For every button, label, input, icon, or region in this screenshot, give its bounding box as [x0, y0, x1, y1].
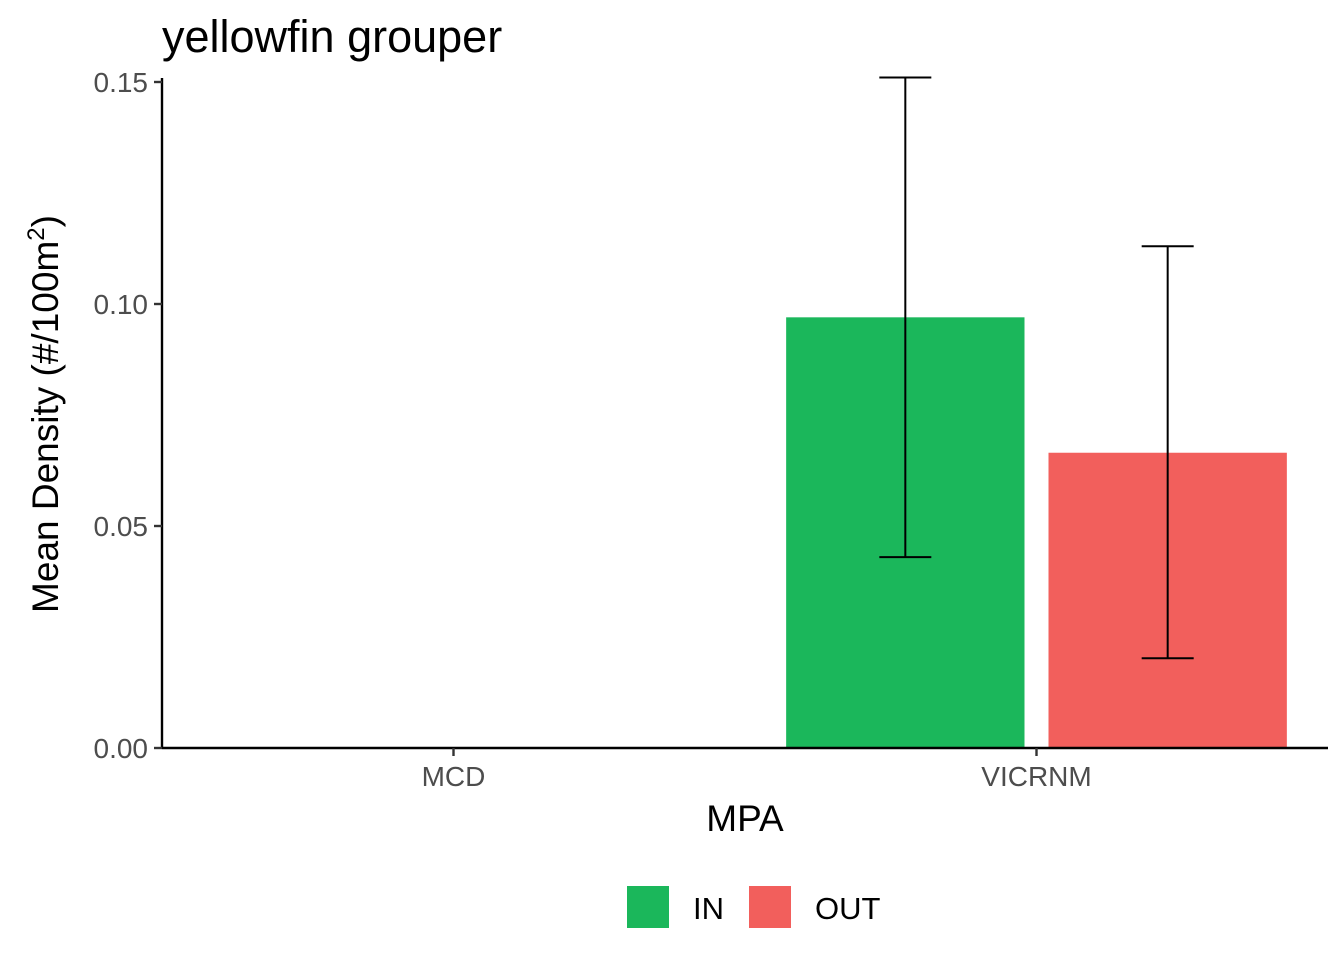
legend: IN OUT: [627, 886, 881, 928]
y-tick-label: 0.10: [94, 289, 149, 320]
legend-label-in: IN: [693, 891, 724, 926]
y-tick-label: 0.00: [94, 733, 149, 764]
chart-title: yellowfin grouper: [162, 11, 502, 62]
y-tick-label: 0.05: [94, 511, 149, 542]
x-tick-label: MCD: [422, 761, 486, 792]
y-axis-title-superscript: 2: [23, 227, 50, 240]
x-tick-label: VICRNM: [981, 761, 1091, 792]
y-tick-label: 0.15: [94, 67, 149, 98]
legend-swatch-out: [749, 886, 791, 928]
y-axis-title-main: Mean Density (#/100m: [25, 241, 66, 613]
legend-label-out: OUT: [815, 891, 881, 926]
legend-swatch-in: [627, 886, 669, 928]
errorbar-out-vicrnm: [1141, 245, 1194, 660]
x-axis-ticks: MCD VICRNM: [422, 748, 1092, 792]
errorbars-layer: [879, 76, 1194, 660]
bars-layer: [786, 317, 1287, 748]
errorbar-in-vicrnm: [879, 76, 932, 559]
y-axis-ticks: 0.00 0.05 0.10 0.15: [94, 67, 162, 764]
y-axis-title-suffix: ): [25, 215, 66, 227]
y-axis-title: Mean Density (#/100m2): [23, 215, 66, 613]
x-axis-title: MPA: [706, 798, 784, 839]
plot-area: 0.00 0.05 0.10 0.15 MCD VICRNM: [94, 67, 1328, 792]
